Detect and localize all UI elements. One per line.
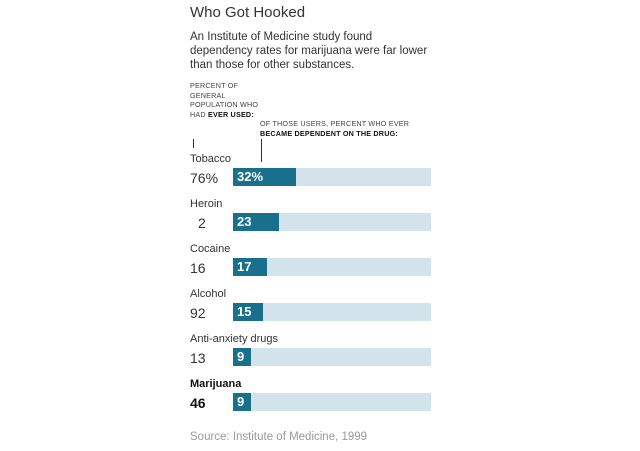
ever-used-value: 13 (190, 350, 206, 366)
ever-used-header-bold: ever used: (207, 109, 254, 119)
dependency-bar: 32% (233, 168, 296, 186)
ever-used-value: 46 (190, 395, 206, 411)
dependency-bar: 15 (233, 303, 263, 321)
bar-track: 9 (233, 348, 431, 366)
dependent-header: Of those users, percent who ever became … (260, 119, 435, 138)
ever-used-value: 16 (190, 260, 206, 276)
dependency-bar: 9 (233, 348, 251, 366)
category-label: Cocaine (190, 243, 231, 255)
bar-track: 9 (233, 393, 431, 411)
chart-source: Source: Institute of Medicine, 1999 (190, 431, 368, 443)
category-label: Tobacco (190, 153, 231, 165)
dependent-header-bold: became dependent on the drug: (260, 128, 398, 138)
dependency-bar: 17 (233, 258, 267, 276)
chart-subtitle: An Institute of Medicine study found dep… (190, 31, 428, 71)
category-label: Alcohol (190, 288, 227, 300)
dependent-header-plain: Of those users, percent who ever (260, 119, 410, 128)
category-label: Anti-anxiety drugs (190, 333, 279, 345)
ever-used-value: 92 (190, 305, 206, 321)
category-label: Heroin (190, 198, 223, 210)
ever-used-header: Percent of general population who had ev… (190, 81, 260, 119)
bar-track: 23 (233, 213, 431, 231)
bar-track: 15 (233, 303, 431, 321)
ever-used-header-plain: Percent of general population who had (190, 81, 259, 119)
dependency-bar: 23 (233, 213, 279, 231)
ever-used-value: 2 (198, 215, 206, 231)
dependent-header-tick (261, 139, 262, 162)
dependency-bar: 9 (233, 393, 251, 411)
category-label: Marijuana (190, 378, 242, 390)
ever-used-header-tick (193, 139, 194, 148)
ever-used-value: 76% (190, 170, 219, 186)
bar-track: 32% (233, 168, 431, 186)
chart-title: Who Got Hooked (190, 4, 306, 21)
bar-track: 17 (233, 258, 431, 276)
